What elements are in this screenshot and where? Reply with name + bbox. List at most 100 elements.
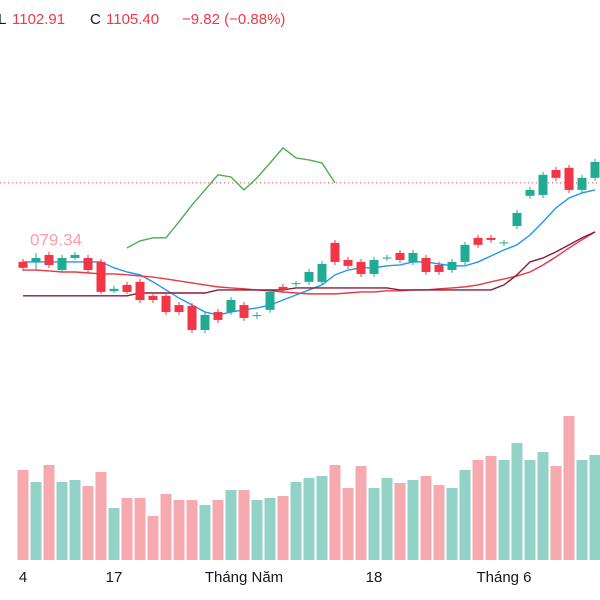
volume-bar [459, 470, 471, 560]
volume-bar [485, 456, 497, 560]
candle-body [265, 291, 275, 310]
candle-body [317, 263, 327, 282]
candle-body [187, 305, 197, 330]
x-tick-label: 18 [366, 569, 383, 586]
candle-body [564, 167, 574, 190]
candle-body [447, 261, 457, 271]
indicator-line [126, 146, 336, 249]
volume-bar [277, 496, 289, 560]
candle-body [408, 252, 418, 262]
candle-body [83, 257, 93, 271]
change-value: −9.82 (−0.88%) [182, 11, 285, 28]
candle-body [135, 281, 145, 301]
volume-bar [82, 486, 94, 560]
candle-body [57, 257, 67, 271]
candle-body [161, 295, 171, 313]
volume-bar [342, 488, 354, 560]
candle-body [512, 212, 522, 227]
candle-body [200, 314, 210, 330]
candle-body [460, 244, 470, 262]
candle-body [252, 315, 262, 317]
indicator-line [23, 189, 596, 316]
volume-bar [433, 485, 445, 560]
volume-bar [17, 470, 29, 560]
volume-bar [95, 472, 107, 560]
candle-body [330, 242, 340, 262]
volume-bar [134, 498, 146, 560]
candle-body [382, 257, 392, 259]
candle-body [239, 305, 249, 318]
candle-body [395, 252, 405, 260]
candle-body [343, 259, 353, 266]
volume-bar [43, 465, 55, 560]
x-tick-label: Tháng Năm [205, 569, 283, 586]
candle-body [577, 177, 587, 190]
volume-bar [290, 482, 302, 560]
volume-bar [147, 516, 159, 560]
volume-bar [225, 490, 237, 560]
candle-body [486, 237, 496, 240]
volume-bar [511, 443, 523, 560]
indicator-line [23, 231, 596, 295]
x-tick-label: 4 [19, 569, 27, 586]
volume-bar [30, 482, 42, 560]
candle-body [44, 254, 54, 265]
volume-bar [563, 416, 575, 560]
candle-body [369, 259, 379, 274]
price-annotation: 079.34 [30, 230, 82, 249]
volume-bar [589, 455, 600, 560]
volume-bar [329, 465, 341, 560]
candle-body [109, 288, 119, 292]
volume-bar [238, 490, 250, 560]
volume-bar [251, 500, 263, 560]
candle-body [226, 300, 236, 313]
close-label: C [90, 11, 101, 28]
candle-body [291, 283, 301, 285]
volume-bar [407, 480, 419, 560]
volume-bar [173, 500, 185, 560]
volume-bar [355, 466, 367, 560]
volume-bar [108, 508, 120, 560]
candle-body [590, 161, 600, 178]
volume-bar [56, 482, 68, 560]
indicator-line [23, 231, 596, 297]
candle-body [473, 237, 483, 245]
volume-bar [472, 460, 484, 560]
candle-body [525, 189, 535, 196]
volume-bar [550, 466, 562, 560]
candle-body [148, 295, 158, 301]
x-tick-label: 17 [106, 569, 123, 586]
volume-bar [199, 505, 211, 560]
volume-bar [420, 476, 432, 560]
candle-body [174, 305, 184, 313]
volume-bar [524, 460, 536, 560]
volume-bar [121, 498, 133, 560]
candle-body [356, 261, 366, 274]
volume-bar [160, 494, 172, 560]
volume-bar [212, 500, 224, 560]
candle-body [96, 261, 106, 292]
low-value: 1102.91 [12, 11, 65, 28]
volume-bar [394, 483, 406, 560]
low-label: L [0, 11, 6, 28]
close-value: 1105.40 [106, 11, 159, 28]
candle-body [122, 284, 132, 292]
volume-bar [537, 452, 549, 560]
volume-bar [381, 478, 393, 560]
candle-body [551, 169, 561, 178]
candle-body [304, 271, 314, 282]
candle-body [434, 264, 444, 272]
volume-bar [446, 488, 458, 560]
candle-body [421, 257, 431, 272]
candle-body [31, 257, 41, 262]
volume-bar [186, 500, 198, 560]
volume-bar [264, 498, 276, 560]
candle-body [278, 286, 288, 290]
candle-body [213, 312, 223, 320]
volume-bar [69, 480, 81, 560]
x-tick-label: Tháng 6 [476, 569, 531, 586]
candle-body [18, 261, 28, 268]
volume-bar [498, 460, 510, 560]
candle-body [499, 242, 509, 244]
